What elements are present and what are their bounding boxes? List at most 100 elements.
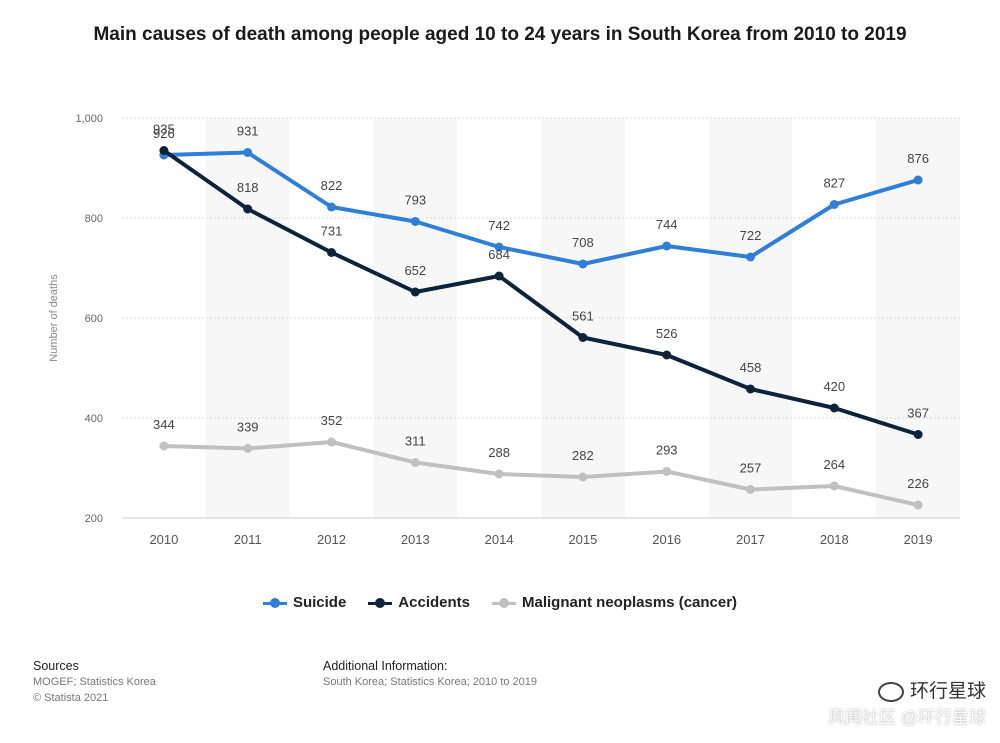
data-point-suicide [243, 148, 253, 157]
data-point-malignant [662, 467, 672, 476]
series-line-suicide [161, 150, 921, 266]
chart-legend: Suicide Accidents Malignant neoplasms (c… [0, 594, 1000, 611]
watermark-line-1: 环行星球 [909, 681, 986, 702]
data-point-accidents [327, 248, 336, 257]
y-axis-title: Number of deaths [48, 274, 60, 362]
x-tick-label: 2015 [568, 532, 597, 547]
watermark-line-2: 风闻社区 @环行星球 [828, 708, 986, 727]
data-point-accidents [829, 403, 839, 413]
data-point-accidents [913, 430, 923, 439]
watermark: 环行星球 风闻社区 @环行星球 [828, 679, 986, 731]
data-point-suicide [578, 259, 588, 269]
data-label-accidents: 367 [907, 406, 929, 421]
data-label-suicide: 876 [907, 151, 929, 166]
data-point-accidents [746, 384, 755, 394]
data-label-malignant: 282 [572, 448, 594, 463]
data-point-suicide [662, 241, 672, 251]
data-point-suicide [494, 242, 504, 252]
data-label-suicide: 822 [321, 178, 343, 193]
x-tick-label: 2017 [736, 532, 765, 547]
data-label-accidents: 526 [656, 326, 678, 341]
legend-swatch-suicide [262, 596, 287, 610]
data-point-malignant [410, 458, 420, 467]
x-tick-label: 2013 [401, 532, 430, 547]
data-label-suicide: 926 [153, 126, 175, 141]
data-point-malignant [243, 444, 253, 453]
data-point-suicide [829, 200, 839, 209]
data-label-suicide: 744 [656, 217, 678, 232]
data-point-accidents [159, 146, 169, 155]
sources-block: Sources MOGEF; Statistics Korea © Statis… [33, 658, 156, 706]
data-point-malignant [494, 469, 504, 479]
data-label-suicide: 722 [740, 228, 762, 243]
data-point-accidents [662, 350, 672, 360]
y-tick-label: 200 [85, 513, 103, 525]
data-point-accidents [410, 287, 420, 297]
data-label-accidents: 684 [488, 247, 510, 262]
additional-info-text: South Korea; Statistics Korea; 2010 to 2… [323, 676, 538, 688]
chart-title: Main causes of death among people aged 1… [93, 24, 907, 45]
data-point-malignant [327, 437, 336, 447]
x-tick-label: 2010 [149, 532, 178, 547]
data-label-suicide: 931 [237, 124, 259, 139]
data-label-suicide: 827 [823, 176, 845, 191]
legend-swatch-accidents [368, 596, 393, 610]
data-label-accidents: 731 [321, 224, 343, 239]
legend-label-suicide: Suicide [292, 594, 347, 611]
data-label-accidents: 935 [153, 122, 175, 137]
data-point-malignant [913, 500, 923, 510]
data-point-malignant [159, 441, 169, 451]
data-label-malignant: 257 [740, 461, 762, 476]
data-point-suicide [913, 175, 923, 185]
sources-line-2: © Statista 2021 [33, 692, 109, 704]
legend-item-cancer[interactable]: Malignant neoplasms (cancer) [492, 594, 737, 611]
sources-line-1: MOGEF; Statistics Korea [33, 676, 156, 688]
series-line-accidents [161, 148, 921, 437]
data-label-suicide: 742 [488, 218, 510, 233]
x-tick-label: 2014 [485, 532, 514, 547]
data-label-malignant: 226 [907, 476, 929, 491]
x-tick-label: 2012 [317, 532, 346, 547]
data-label-malignant: 352 [321, 413, 343, 428]
y-tick-label: 400 [85, 413, 103, 425]
additional-info-block: Additional Information: South Korea; Sta… [323, 658, 537, 690]
data-label-accidents: 420 [823, 379, 845, 394]
data-point-suicide [746, 252, 755, 262]
legend-item-suicide[interactable]: Suicide [262, 594, 347, 611]
wechat-icon [877, 681, 904, 702]
data-point-suicide [327, 202, 336, 212]
legend-label-accidents: Accidents [398, 594, 470, 611]
data-label-suicide: 793 [404, 193, 426, 208]
data-label-malignant: 311 [405, 434, 426, 449]
line-chart: 200 400 600 800 1,000 Number of deaths 2010 201… [48, 113, 960, 547]
y-tick-label: 1,000 [75, 113, 103, 125]
x-tick-label: 2011 [234, 532, 262, 547]
data-label-malignant: 288 [488, 445, 510, 460]
x-tick-label: 2016 [652, 532, 681, 547]
data-point-malignant [829, 481, 839, 491]
y-tick-label: 600 [85, 313, 103, 325]
legend-swatch-cancer [492, 596, 516, 610]
legend-item-accidents[interactable]: Accidents [368, 594, 470, 611]
series-line-malignant [161, 440, 921, 507]
data-label-malignant: 293 [656, 443, 678, 458]
sources-heading: Sources [33, 659, 79, 673]
additional-info-heading: Additional Information: [323, 659, 448, 673]
data-label-accidents: 818 [237, 180, 259, 195]
x-tick-label: 2018 [820, 532, 849, 547]
data-label-accidents: 561 [572, 309, 594, 324]
x-tick-label: 2019 [904, 532, 933, 547]
data-label-accidents: 652 [404, 263, 426, 278]
data-label-malignant: 264 [823, 457, 845, 472]
legend-label-cancer: Malignant neoplasms (cancer) [522, 594, 738, 611]
data-point-accidents [578, 333, 588, 342]
data-point-malignant [746, 485, 755, 494]
data-label-malignant: 344 [153, 417, 175, 432]
data-point-suicide [410, 217, 420, 226]
data-label-malignant: 339 [237, 420, 259, 435]
data-point-accidents [494, 271, 504, 281]
data-label-suicide: 708 [572, 235, 594, 250]
data-point-malignant [578, 472, 588, 482]
data-label-accidents: 458 [740, 360, 762, 375]
data-point-accidents [243, 204, 253, 214]
